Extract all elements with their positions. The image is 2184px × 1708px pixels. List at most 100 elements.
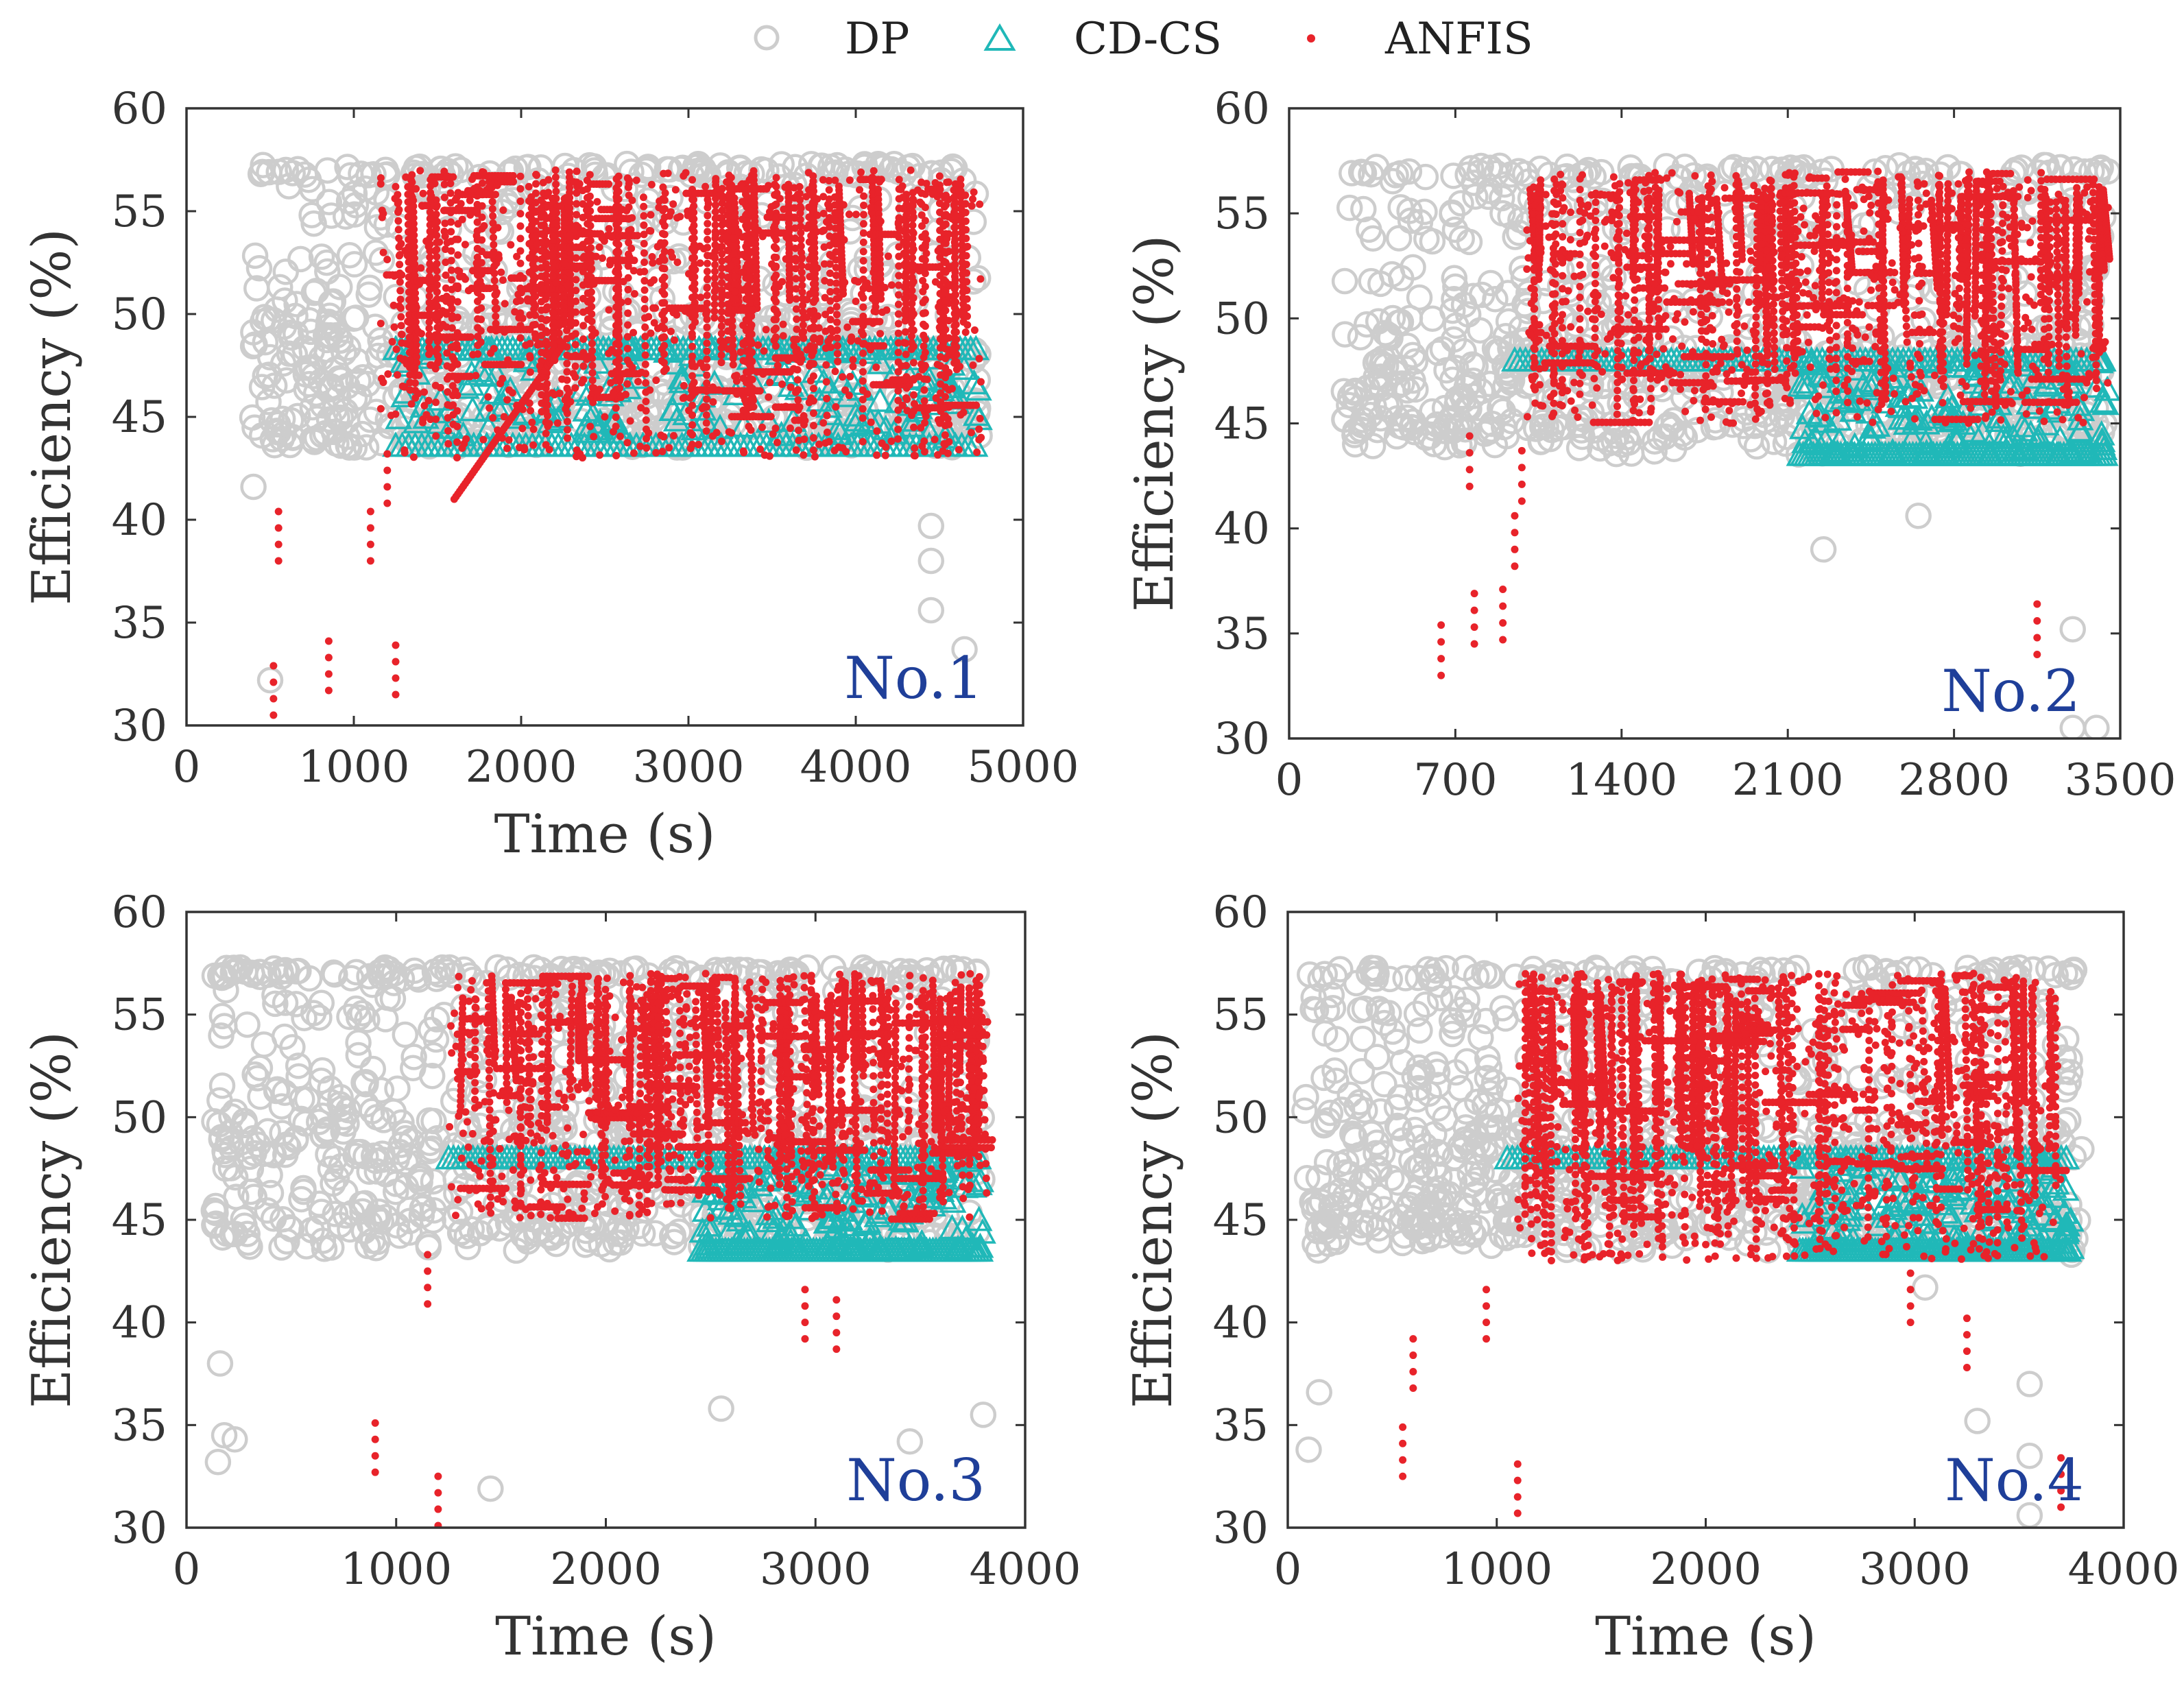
dp-point <box>300 210 327 237</box>
anfis-point <box>525 239 533 248</box>
anfis-point <box>269 678 278 686</box>
anfis-point <box>739 340 747 348</box>
anfis-point <box>921 230 929 238</box>
dp-point <box>348 160 374 187</box>
anfis-point <box>721 219 729 228</box>
anfis-point <box>708 432 717 440</box>
anfis-point <box>861 281 869 289</box>
anfis-point <box>887 437 896 445</box>
anfis-point <box>921 348 929 357</box>
anfis-point <box>538 391 546 399</box>
dp-point <box>1467 317 1493 344</box>
anfis-point <box>894 348 902 357</box>
anfis-point <box>767 203 776 211</box>
anfis-point <box>516 259 525 267</box>
dp-point <box>1412 163 1439 191</box>
anfis-point <box>839 373 847 381</box>
anfis-point <box>582 206 590 214</box>
anfis-point <box>479 168 488 176</box>
anfis-point <box>703 259 711 267</box>
anfis-point <box>493 181 501 189</box>
dp-point <box>488 199 516 226</box>
anfis-point <box>772 263 780 272</box>
anfis-point <box>525 211 533 219</box>
anfis-point <box>383 499 392 507</box>
anfis-point <box>688 421 697 429</box>
anfis-point <box>512 298 520 306</box>
anfis-point <box>544 189 553 197</box>
anfis-point <box>658 447 667 455</box>
anfis-point <box>582 355 590 363</box>
anfis-point <box>426 260 434 268</box>
anfis-point <box>934 247 942 255</box>
anfis-point <box>391 195 399 203</box>
anfis-point <box>739 233 747 241</box>
anfis-point <box>525 254 533 262</box>
anfis-point <box>895 272 903 280</box>
anfis-point <box>485 404 494 412</box>
anfis-point <box>680 381 688 389</box>
anfis-point <box>667 208 675 216</box>
anfis-point <box>915 372 923 381</box>
anfis-point <box>800 435 808 444</box>
anfis-point <box>605 261 614 269</box>
anfis-point <box>932 394 940 402</box>
anfis-point <box>616 432 624 440</box>
anfis-point <box>872 264 880 272</box>
anfis-point <box>824 337 832 346</box>
anfis-point <box>975 354 983 363</box>
dp-point <box>346 383 372 411</box>
dp-point <box>239 404 266 431</box>
anfis-point <box>492 191 500 199</box>
anfis-point <box>538 315 546 323</box>
anfis-point <box>630 289 638 298</box>
anfis-point <box>940 371 948 379</box>
anfis-point <box>909 248 917 256</box>
anfis-point <box>398 271 406 279</box>
anfis-point <box>537 221 545 230</box>
anfis-point <box>387 411 395 420</box>
anfis-point <box>808 181 817 189</box>
dp-point <box>374 161 401 188</box>
anfis-point <box>704 235 712 243</box>
anfis-point <box>409 453 418 461</box>
anfis-point <box>942 191 950 200</box>
dp-point <box>1332 321 1358 348</box>
anfis-point <box>770 295 778 303</box>
anfis-point <box>513 252 521 261</box>
anfis-point <box>859 414 867 422</box>
anfis-point <box>544 201 553 209</box>
anfis-point <box>822 218 830 226</box>
anfis-point <box>444 388 452 396</box>
anfis-point <box>798 330 806 338</box>
anfis-point <box>910 451 918 459</box>
legend-cdcs-marker <box>983 23 1016 51</box>
anfis-point <box>407 232 416 240</box>
anfis-point <box>416 167 424 175</box>
anfis-point <box>492 259 501 267</box>
dp-point <box>475 204 503 232</box>
anfis-point <box>921 269 929 278</box>
anfis-point <box>852 211 860 219</box>
anfis-point <box>895 204 903 213</box>
anfis-point <box>881 451 889 459</box>
anfis-point <box>866 346 874 354</box>
anfis-point <box>409 304 417 313</box>
anfis-point <box>404 190 412 198</box>
anfis-point <box>922 236 931 244</box>
anfis-point <box>917 211 926 219</box>
anfis-point <box>577 378 586 387</box>
anfis-point <box>717 315 725 323</box>
anfis-point <box>579 335 588 344</box>
anfis-point <box>605 180 613 188</box>
anfis-point <box>685 309 693 317</box>
anfis-point <box>920 437 928 445</box>
anfis-point <box>907 332 915 340</box>
dp-point <box>580 153 608 180</box>
anfis-point <box>741 396 749 405</box>
anfis-point <box>859 229 867 237</box>
anfis-point <box>453 454 461 462</box>
anfis-point <box>629 328 638 337</box>
anfis-point <box>739 268 747 276</box>
dp-point <box>917 597 945 624</box>
